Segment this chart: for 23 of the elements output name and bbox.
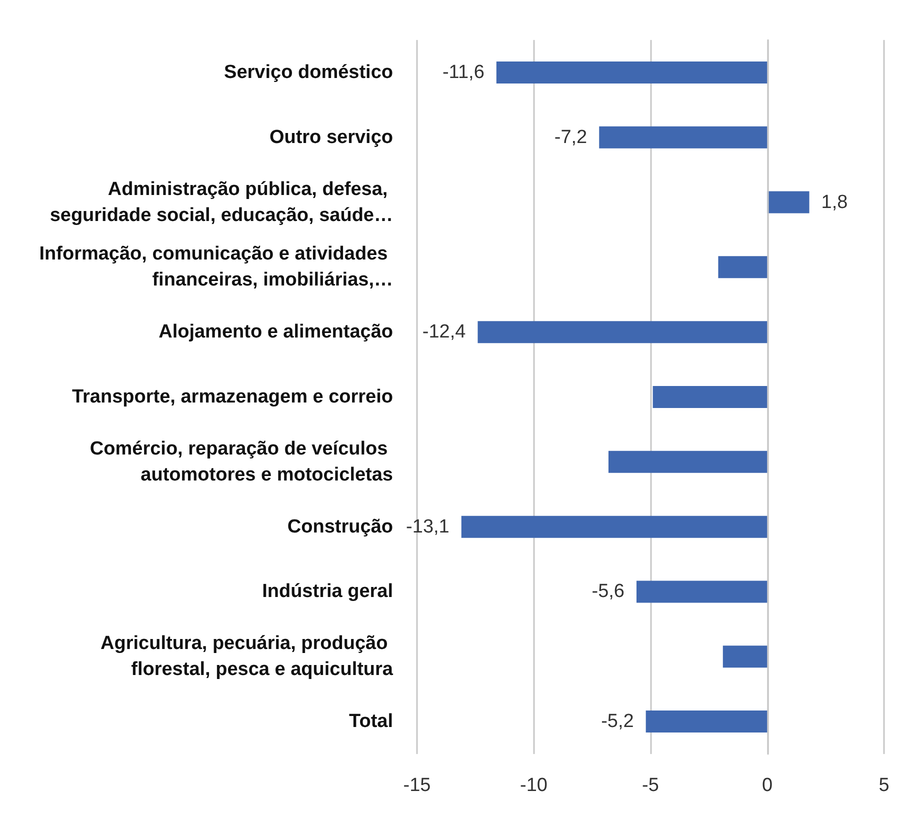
data-label: -5,2 (601, 711, 634, 732)
y-tick-label: Total (349, 711, 393, 732)
x-tick-label: 5 (878, 775, 890, 796)
data-label: -5,6 (592, 581, 624, 602)
y-tick-label: Agricultura, pecuária, produção florestal, pesca e aquicultura (100, 633, 394, 680)
data-label: -13,1 (406, 516, 450, 538)
y-tick-label: Informação, comunicação e atividades financeiras, imobiliárias,… (39, 244, 393, 291)
x-tick-label: -15 (403, 775, 431, 796)
data-label: -12,4 (422, 322, 466, 343)
y-tick-label: Transporte, armazenagem e correio (72, 386, 393, 408)
data-label: -7,2 (554, 126, 588, 148)
y-tick-label: Outro serviço (269, 126, 393, 148)
data-label: 1,8 (821, 192, 848, 213)
data-label: -11,6 (442, 62, 484, 83)
y-tick-label: Indústria geral (262, 581, 393, 602)
y-tick-label: Serviço doméstico (224, 62, 393, 83)
x-tick-label: -10 (520, 775, 548, 796)
x-tick-label: -5 (642, 775, 659, 796)
x-tick-label: 0 (762, 775, 773, 796)
y-tick-label: Administração pública, defesa, seguridade social, educação, saúde… (50, 178, 393, 226)
y-tick-label: Comércio, reparação de veículos automotores e motocicletas (90, 438, 393, 486)
y-tick-label: Construção (287, 516, 393, 538)
y-tick-label: Alojamento e alimentação (158, 322, 393, 343)
